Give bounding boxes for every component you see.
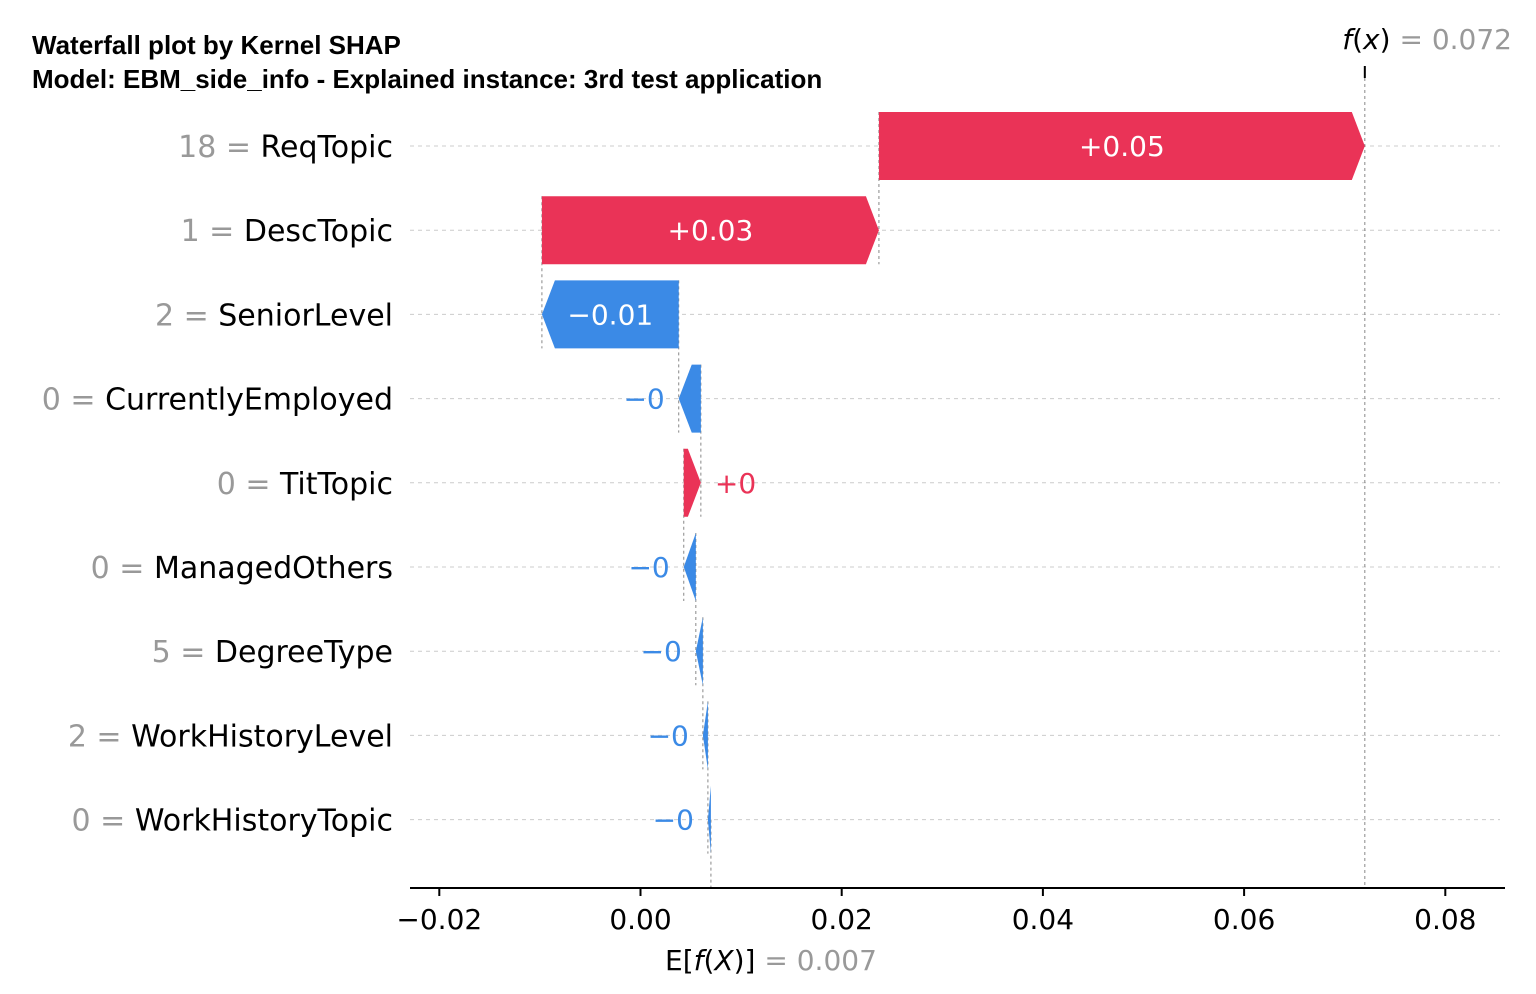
feature-value: 18 = (178, 130, 260, 165)
waterfall-bar (683, 448, 701, 517)
feature-name: CurrentlyEmployed (105, 383, 393, 418)
feature-label: 0 = CurrentlyEmployed (42, 383, 393, 418)
x-tick-label: 0.04 (1012, 903, 1074, 936)
feature-label: 18 = ReqTopic (178, 130, 393, 165)
feature-name: ManagedOthers (154, 551, 393, 586)
chart-title: Waterfall plot by Kernel SHAP (32, 30, 401, 60)
x-tick-label: −0.02 (396, 903, 482, 936)
ex-suffix: )] (734, 944, 756, 977)
feature-label: 2 = SeniorLevel (155, 298, 393, 333)
feature-label: 0 = TitTopic (217, 467, 393, 502)
feature-name: DescTopic (244, 214, 393, 249)
waterfall-bar (683, 533, 696, 601)
bar-value-label: −0.01 (567, 298, 653, 331)
bars-layer (541, 112, 1365, 854)
feature-value: 0 = (91, 551, 154, 586)
ex-eq: = (755, 944, 796, 977)
feature-name: WorkHistoryLevel (131, 719, 393, 754)
feature-value: 2 = (155, 298, 218, 333)
waterfall-bar (878, 112, 1365, 180)
waterfall-bar (541, 280, 679, 349)
fx-eq: = (1391, 23, 1432, 56)
feature-label: 0 = ManagedOthers (91, 551, 393, 586)
bar-value-label: −0 (641, 635, 682, 668)
feature-value: 5 = (152, 635, 215, 670)
bar-value-label: +0 (715, 467, 756, 500)
feature-value: 0 = (217, 467, 280, 502)
x-axis: −0.02 0.00 0.02 0.04 0.06 0.08 (396, 887, 1505, 936)
bar-value-label: +0.03 (668, 214, 754, 247)
feature-name: TitTopic (279, 467, 393, 502)
waterfall-bar (695, 617, 703, 686)
x-tick-label: 0.02 (811, 903, 873, 936)
bar-value-label: −0 (653, 804, 694, 837)
grid-layer (410, 66, 1500, 888)
fx-value: 0.072 (1432, 23, 1512, 56)
x-tick-label: 0.06 (1213, 903, 1275, 936)
feature-value: 0 = (42, 383, 105, 418)
feature-name: SeniorLevel (218, 298, 393, 333)
feature-value: 2 = (68, 719, 131, 754)
waterfall-bar (702, 701, 708, 770)
bar-value-label: +0.05 (1079, 130, 1165, 163)
feature-name: ReqTopic (261, 130, 393, 165)
feature-label: 0 = WorkHistoryTopic (72, 804, 393, 839)
fx-arg: x (1362, 23, 1380, 56)
feature-label: 2 = WorkHistoryLevel (68, 719, 393, 754)
waterfall-bar (541, 196, 879, 265)
expected-value-label: E[f(X)] = 0.007 (665, 944, 877, 977)
bar-value-label: −0 (628, 551, 669, 584)
chart-subtitle: Model: EBM_side_info - Explained instanc… (32, 64, 822, 94)
ex-arg: X (712, 944, 734, 977)
ex-value: 0.007 (797, 944, 877, 977)
bar-value-label: −0 (648, 719, 689, 752)
feature-value: 1 = (181, 214, 244, 249)
x-tick-label: 0.08 (1414, 903, 1476, 936)
x-tick-label: 0.00 (609, 903, 671, 936)
feature-value: 0 = (72, 804, 135, 839)
ex-prefix: E[ (665, 944, 694, 977)
feature-label: 5 = DegreeType (152, 635, 393, 670)
labels-layer: +0.05 18 = ReqTopic +0.03 1 = DescTopic −0.0… (42, 130, 1165, 839)
waterfall-bar (678, 364, 701, 433)
feature-name: DegreeType (215, 635, 393, 670)
feature-name: WorkHistoryTopic (135, 804, 393, 839)
waterfall-bar (707, 785, 711, 854)
fx-label: f(x) = 0.072 (1342, 23, 1512, 56)
bar-value-label: −0 (623, 383, 664, 416)
feature-label: 1 = DescTopic (181, 214, 393, 249)
